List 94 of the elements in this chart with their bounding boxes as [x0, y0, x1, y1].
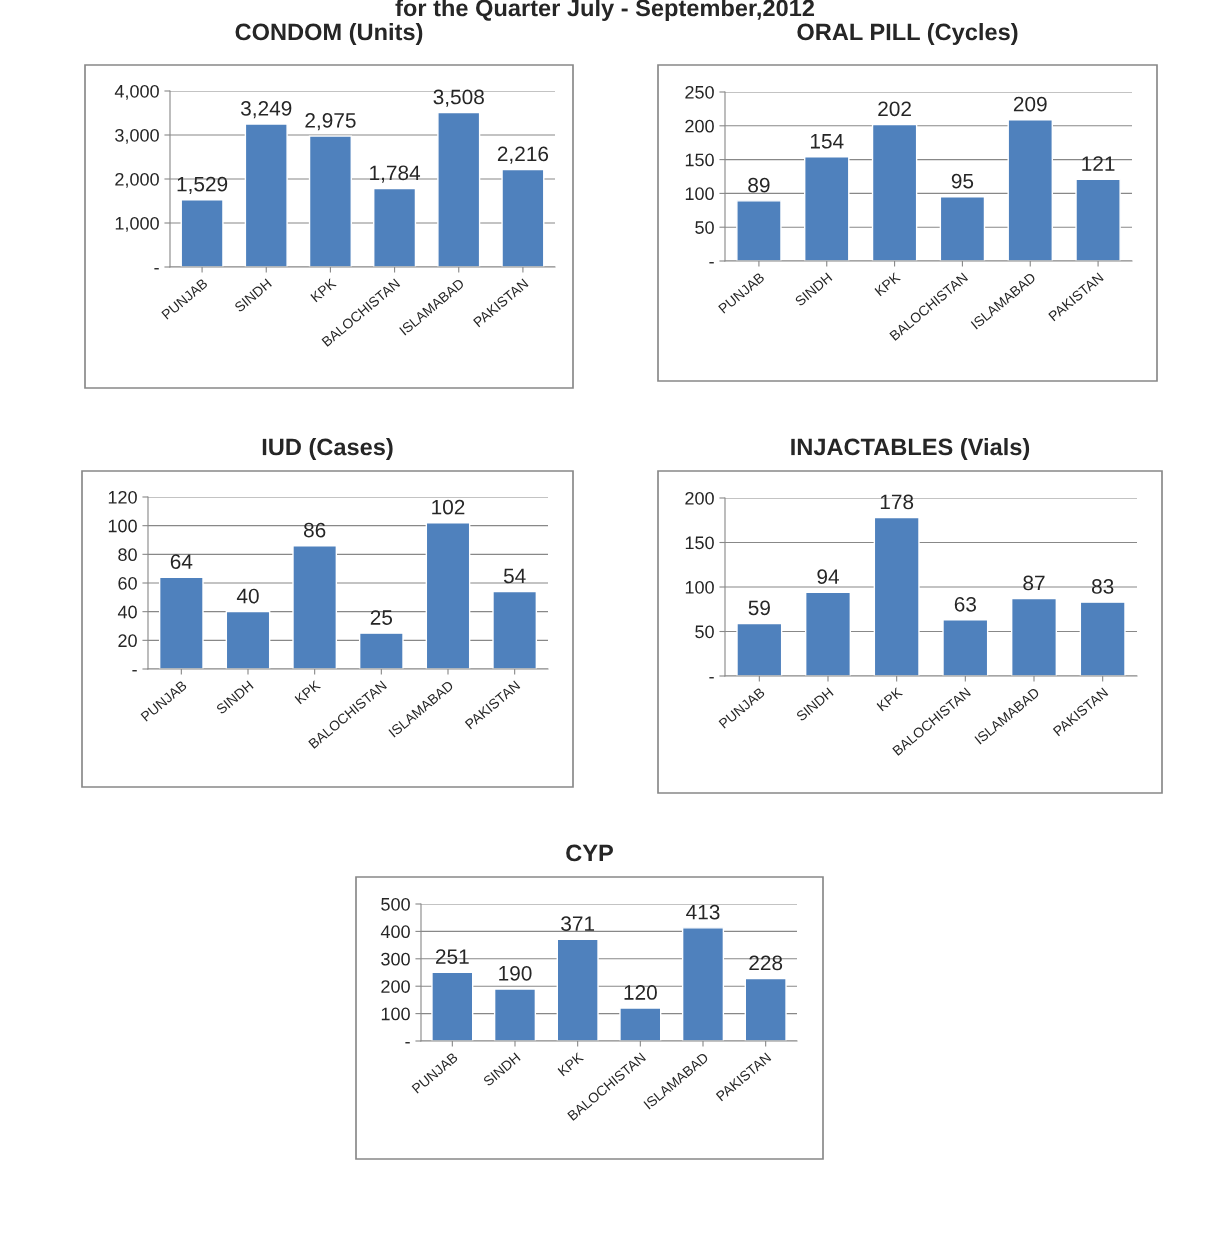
- data-label: 2,216: [497, 146, 549, 164]
- data-label: 202: [878, 101, 911, 117]
- chart-title: INJACTABLES (Vials): [791, 437, 1030, 461]
- data-label: 154: [810, 134, 844, 149]
- data-label: 54: [503, 568, 526, 584]
- data-label: 63: [954, 596, 977, 612]
- y-tick-label: 50: [695, 625, 714, 639]
- data-label: 371: [561, 916, 595, 932]
- y-tick-label: 40: [117, 605, 137, 619]
- y-tick-label: 200: [381, 980, 410, 993]
- bar: [437, 111, 481, 267]
- data-label: 87: [1023, 575, 1045, 591]
- data-label: 121: [1082, 156, 1115, 171]
- chart-title: IUD (Cases): [262, 437, 393, 461]
- bar: [180, 199, 224, 267]
- data-label: 251: [436, 949, 469, 964]
- y-tick-label: 400: [380, 925, 410, 939]
- data-label: 2,975: [305, 113, 356, 131]
- y-tick-label: 3,000: [115, 128, 159, 144]
- data-label: 228: [749, 955, 783, 971]
- y-tick-label: 100: [108, 519, 137, 533]
- bar: [292, 545, 338, 669]
- y-tick-label: 60: [118, 576, 137, 590]
- y-tick-label: 2,000: [115, 172, 159, 188]
- y-tick-label: 500: [381, 897, 410, 911]
- y-tick-label: 100: [381, 1007, 410, 1021]
- bar: [556, 938, 599, 1041]
- data-label: 102: [432, 499, 465, 515]
- bar: [1007, 119, 1053, 261]
- data-label: 190: [499, 965, 532, 981]
- data-label: 3,508: [433, 89, 484, 107]
- y-tick-label: 300: [381, 952, 410, 966]
- y-tick-label: -: [709, 262, 714, 264]
- bar: [492, 590, 538, 669]
- data-label: 178: [880, 494, 914, 510]
- data-label: 1,784: [370, 165, 421, 183]
- bar: [871, 123, 918, 261]
- chart-title: ORAL PILL (Cycles): [797, 23, 1018, 46]
- data-label: 25: [370, 610, 393, 625]
- y-tick-label: 200: [685, 491, 714, 505]
- y-tick-label: -: [405, 1042, 410, 1044]
- y-tick-label: 120: [108, 490, 137, 504]
- chart-title: CONDOM (Units): [235, 23, 423, 46]
- y-tick-label: 150: [685, 153, 714, 167]
- bar: [939, 196, 986, 261]
- bar: [225, 610, 271, 669]
- y-tick-label: 200: [685, 119, 714, 133]
- data-label: 64: [170, 554, 193, 569]
- bar: [1075, 178, 1121, 261]
- bar: [942, 619, 989, 676]
- data-label: 95: [951, 173, 974, 189]
- bar: [619, 1007, 662, 1041]
- y-tick-label: 4,000: [114, 84, 159, 100]
- bar: [158, 576, 204, 669]
- data-label: 1,529: [177, 176, 228, 194]
- y-tick-label: 100: [685, 187, 714, 201]
- bar: [373, 187, 417, 267]
- y-tick-label: 150: [685, 536, 714, 550]
- data-label: 413: [686, 904, 720, 920]
- bar: [681, 927, 725, 1041]
- y-tick-label: 20: [118, 634, 137, 648]
- y-tick-label: 80: [118, 548, 137, 562]
- data-label: 89: [748, 177, 770, 193]
- bar: [736, 200, 782, 261]
- bar: [1079, 601, 1126, 676]
- bar: [493, 988, 537, 1041]
- data-label: 59: [748, 600, 770, 616]
- bar: [804, 156, 850, 261]
- bar: [736, 622, 783, 676]
- data-label: 3,249: [240, 101, 292, 119]
- y-tick-label: -: [154, 268, 159, 270]
- bar: [425, 522, 471, 669]
- y-tick-label: 50: [695, 221, 714, 234]
- data-label: 83: [1091, 579, 1114, 594]
- y-tick-label: 100: [685, 580, 714, 594]
- data-label: 209: [1013, 96, 1047, 112]
- chart-title: CYP: [566, 844, 613, 862]
- y-tick-label: -: [709, 677, 714, 679]
- bar: [358, 632, 404, 669]
- bar: [431, 971, 474, 1041]
- data-label: 40: [236, 588, 259, 604]
- bar: [1010, 597, 1058, 676]
- y-tick-label: 1,000: [115, 216, 159, 232]
- bar: [501, 168, 545, 267]
- data-label: 86: [303, 522, 326, 538]
- y-tick-label: -: [132, 670, 137, 672]
- bar: [873, 516, 920, 676]
- bar: [308, 135, 352, 267]
- bar: [804, 591, 852, 676]
- bar: [244, 123, 288, 267]
- y-tick-label: 250: [685, 85, 714, 99]
- bar: [744, 977, 787, 1041]
- data-label: 120: [624, 985, 657, 1000]
- data-label: 94: [817, 569, 839, 585]
